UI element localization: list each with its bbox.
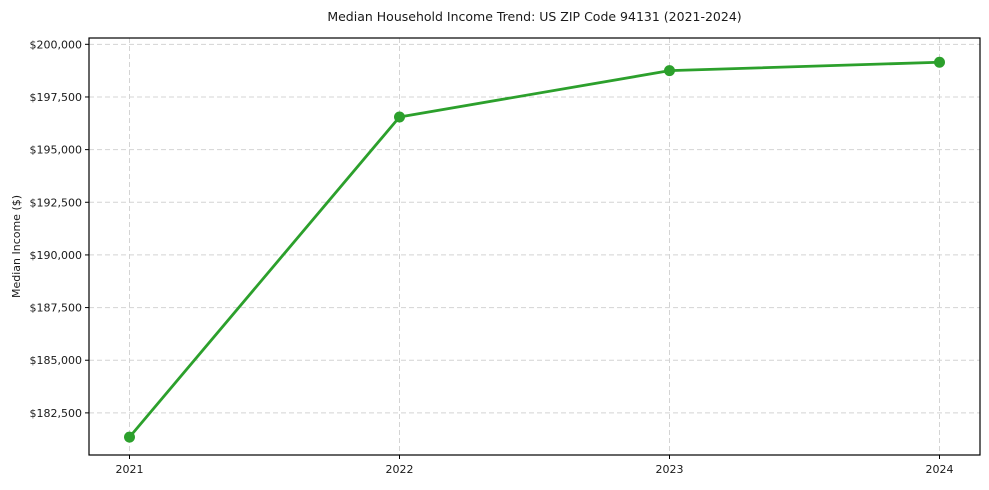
axes-spines xyxy=(88,37,981,456)
plot-area xyxy=(89,38,980,455)
x-tick-label: 2023 xyxy=(656,463,684,476)
plot-layer: $182,500 $185,000 $187,500 $190,000 $192,500… xyxy=(30,37,981,476)
y-tick-label: $192,500 xyxy=(30,196,83,209)
y-tick-label: $182,500 xyxy=(30,407,83,420)
data-point xyxy=(124,431,135,443)
y-tick-label: $197,500 xyxy=(30,91,83,104)
data-point xyxy=(664,65,675,77)
y-tick-label: $185,000 xyxy=(30,354,83,367)
y-tick-label: $187,500 xyxy=(30,302,83,315)
x-tick-label: 2021 xyxy=(116,463,144,476)
y-tick-label: $195,000 xyxy=(30,144,83,157)
x-tick-label: 2022 xyxy=(386,463,414,476)
data-point xyxy=(394,111,405,123)
y-tick-label: $200,000 xyxy=(30,38,83,51)
income-trend-line xyxy=(128,60,941,439)
x-tick-label: 2024 xyxy=(926,463,954,476)
data-point xyxy=(934,56,945,68)
y-axis-title: Median Income ($) xyxy=(10,195,23,298)
chart-title: Median Household Income Trend: US ZIP Co… xyxy=(327,9,741,24)
y-tick-label: $190,000 xyxy=(30,249,83,262)
